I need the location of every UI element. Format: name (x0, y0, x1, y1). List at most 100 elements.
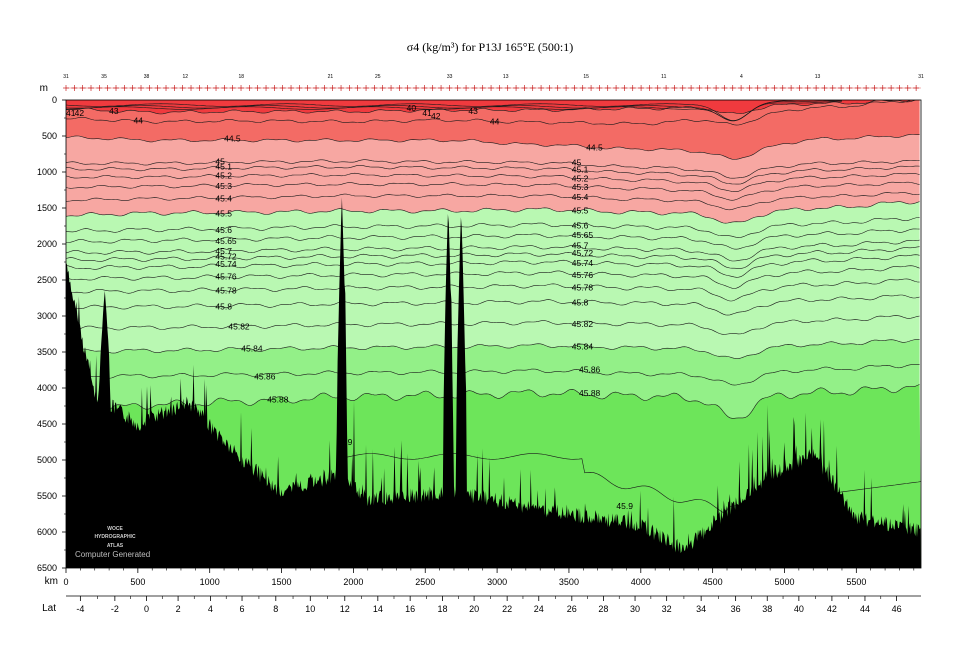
isopycnal-label: 42 (431, 111, 441, 121)
isopycnal-line (66, 201, 920, 224)
isopycnal-label: 45.76 (572, 270, 594, 280)
isopycnal-label: 45.72 (572, 248, 594, 258)
isopycnal-label: 45 (572, 157, 582, 167)
lat-tick-label: 36 (731, 604, 741, 614)
y-tick-label: 4500 (37, 419, 57, 429)
isopycnal-label: 45.72 (215, 251, 237, 261)
lat-tick-label: 4 (208, 604, 213, 614)
isopycnal-label: 45.84 (572, 342, 594, 352)
lat-tick-label: 24 (534, 604, 544, 614)
station-label: 38 (144, 74, 150, 80)
y-tick-label: 500 (42, 131, 57, 141)
isopycnal-line (66, 100, 913, 126)
density-band (66, 134, 920, 224)
isopycnal-line (66, 315, 920, 335)
x-tick-label: 5000 (774, 577, 794, 587)
y-tick-label: 5000 (37, 455, 57, 465)
isopycnal-label: 45.78 (215, 286, 237, 296)
x-tick-label: 3500 (559, 577, 579, 587)
isopycnal-label: 9 (348, 437, 353, 447)
seafloor-profile (66, 197, 921, 568)
isopycnal-line (66, 339, 920, 359)
x-tick-label: 4000 (631, 577, 651, 587)
isopycnal-line (66, 239, 920, 262)
lat-tick-label: 34 (696, 604, 706, 614)
computer-generated-label: Computer Generated (75, 550, 150, 559)
isopycnal-label: 41 (66, 108, 76, 118)
station-label: 11 (661, 74, 666, 80)
isopycnal-label: 44.5 (586, 142, 603, 152)
isopycnal-line (66, 159, 920, 179)
isopycnal-label: 45.65 (215, 236, 237, 246)
isopycnal-label: 43 (468, 106, 478, 116)
isopycnal-line (66, 165, 920, 185)
isopycnal-label: 45.9 (616, 501, 633, 511)
isopycnal-label: 45.84 (241, 344, 263, 354)
isopycnal-label: 45.86 (579, 365, 601, 375)
chart-title: σ4 (kg/m³) for P13J 165°E (500:1) (0, 40, 980, 55)
isopycnal-label: 45.82 (228, 322, 250, 332)
y-tick-label: 3500 (37, 347, 57, 357)
isopycnal-label: 45.6 (215, 225, 232, 235)
station-label: 4 (740, 74, 743, 80)
station-label: 13 (815, 74, 821, 80)
isopycnal-line (66, 278, 920, 302)
isopycnal-label: 44 (134, 115, 144, 125)
isopycnal-line (66, 217, 920, 238)
isopycnal-label: 45.1 (215, 162, 232, 172)
lat-axis-label: Lat (42, 603, 56, 614)
isopycnal-line (66, 228, 920, 250)
isopycnal-label: 45.5 (572, 206, 589, 216)
y-unit-label: m (40, 83, 48, 94)
station-label: 31 (63, 74, 69, 80)
isopycnal-label: 44 (490, 117, 500, 127)
lat-tick-label: 10 (305, 604, 315, 614)
station-label: 33 (447, 74, 453, 80)
x-unit-label: km (45, 576, 58, 587)
isopycnal-line (66, 364, 920, 386)
isopycnal-label: 45.2 (572, 174, 589, 184)
isopycnal-label: 45.65 (572, 230, 594, 240)
seafloor-bathymetry (66, 197, 921, 568)
lat-tick-label: 2 (176, 604, 181, 614)
station-label: 18 (239, 74, 245, 80)
lat-tick-label: 20 (469, 604, 479, 614)
isopycnal-label: 45.8 (572, 298, 589, 308)
isopycnal-line (66, 134, 920, 160)
isopycnal-line (66, 384, 920, 419)
lat-tick-label: 42 (827, 604, 837, 614)
x-tick-label: 0 (63, 577, 68, 587)
isopycnal-label: 45.2 (215, 171, 232, 181)
isopycnal-line (66, 192, 920, 211)
isopycnal-label: 45.82 (572, 319, 594, 329)
x-tick-label: 2500 (415, 577, 435, 587)
station-label: 13 (503, 74, 509, 80)
isopycnal-label: 45 (215, 156, 225, 166)
isopycnal-label: 45.76 (215, 272, 237, 282)
lat-tick-label: 6 (240, 604, 245, 614)
lat-tick-label: 22 (502, 604, 512, 614)
isopycnal-label: 45.4 (215, 194, 232, 204)
isopycnal-label: 45.8 (215, 301, 232, 311)
y-tick-label: 4000 (37, 383, 57, 393)
lat-tick-label: 46 (892, 604, 902, 614)
x-tick-label: 1000 (200, 577, 220, 587)
lat-tick-label: 32 (662, 604, 672, 614)
isopycnal-line (66, 100, 843, 121)
y-tick-label: 0 (52, 95, 57, 105)
station-label: 31 (918, 74, 924, 80)
y-tick-label: 6000 (37, 527, 57, 537)
isopycnal-label: 45.3 (572, 182, 589, 192)
lat-tick-label: 12 (340, 604, 350, 614)
isopycnal-contours (66, 100, 921, 515)
station-label: 25 (375, 74, 381, 80)
x-tick-label: 500 (130, 577, 145, 587)
isopycnal-label: 45.4 (572, 192, 589, 202)
y-tick-label: 6500 (37, 563, 57, 573)
lat-tick-label: 30 (630, 604, 640, 614)
x-tick-label: 5500 (846, 577, 866, 587)
isopycnal-line (66, 181, 920, 201)
isopycnal-label: 45.7 (572, 240, 589, 250)
